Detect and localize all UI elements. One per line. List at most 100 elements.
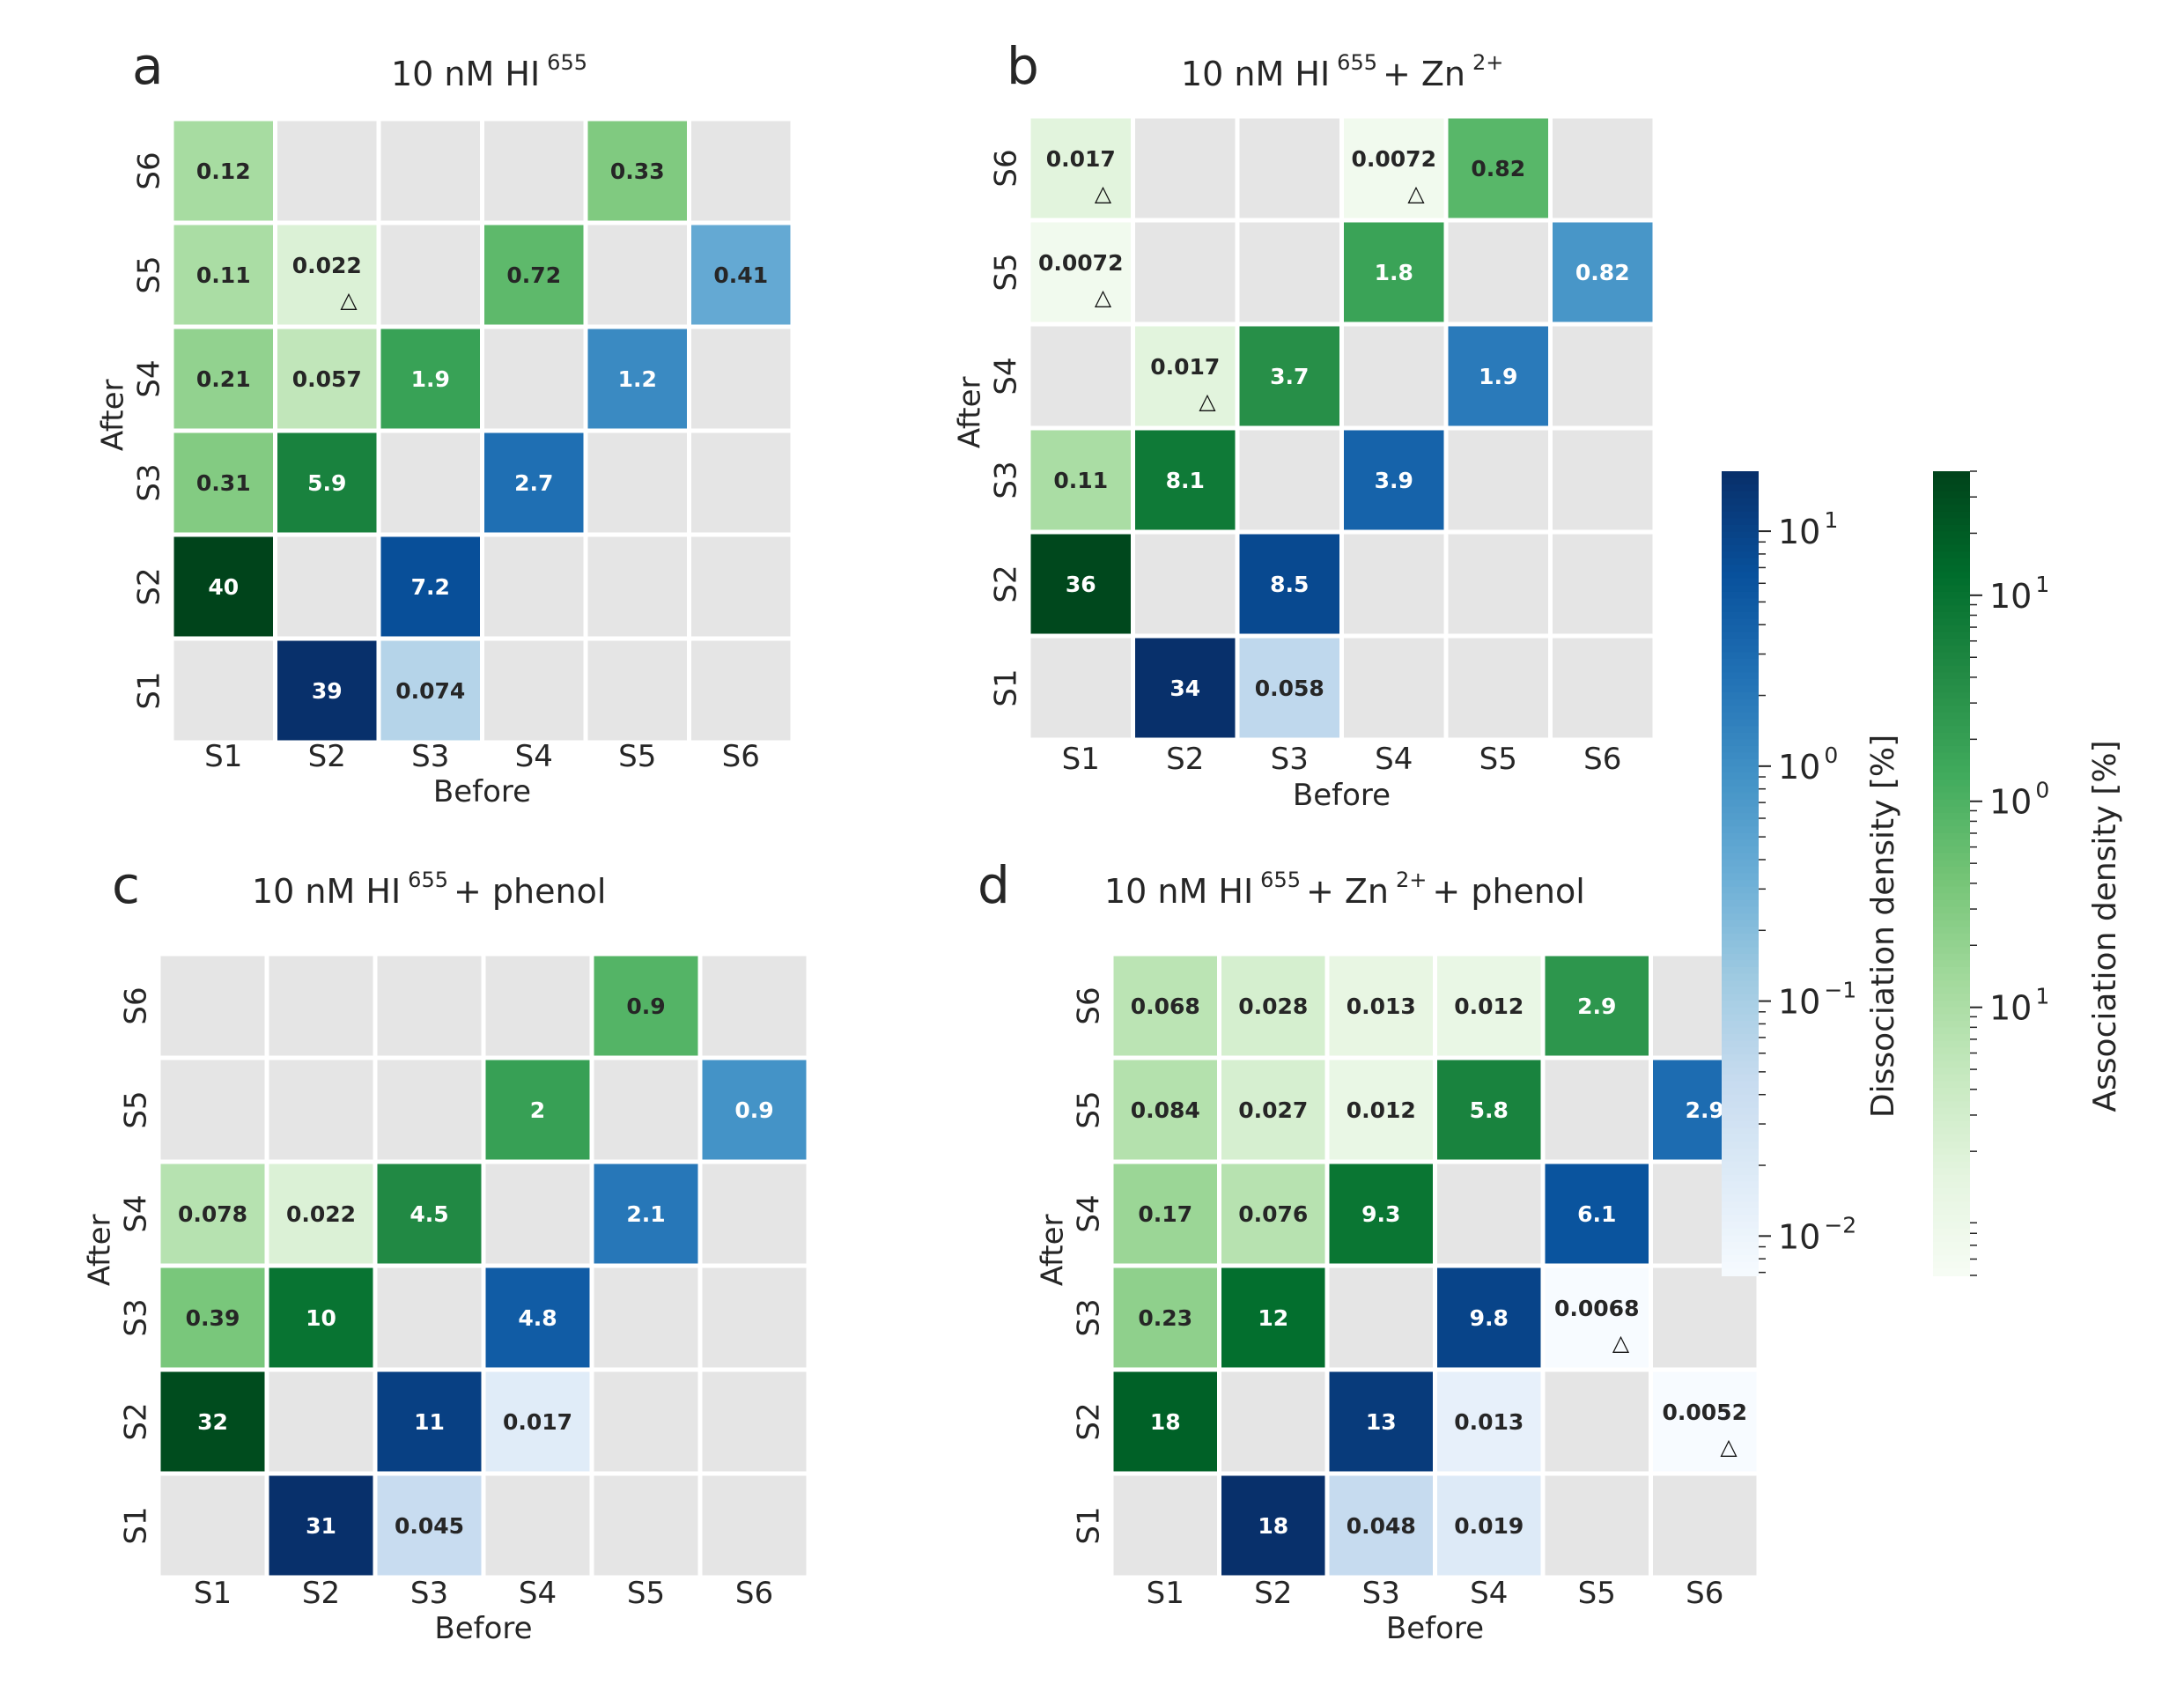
cell-value-label: 8.1 bbox=[1166, 468, 1205, 493]
y-axis-label: After bbox=[1036, 1214, 1071, 1286]
heatmap-cell bbox=[702, 956, 807, 1056]
colorbar-segment bbox=[1933, 645, 1970, 654]
colorbar-segment bbox=[1722, 826, 1759, 834]
heatmap-cell bbox=[269, 1164, 373, 1264]
heatmap-cell bbox=[277, 640, 377, 741]
colorbar-segment bbox=[1722, 1255, 1759, 1263]
colorbar-segment bbox=[1722, 1094, 1759, 1103]
cell-value-label: 2.9 bbox=[1686, 1097, 1724, 1123]
colorbar-segment bbox=[1933, 899, 1970, 908]
x-tick-label: S3 bbox=[411, 739, 449, 774]
heatmap-cell bbox=[1221, 1267, 1325, 1368]
colorbar-segment bbox=[1933, 873, 1970, 882]
colorbar-segment bbox=[1722, 524, 1759, 533]
colorbar-segment bbox=[1722, 940, 1759, 949]
colorbar-segment bbox=[1722, 1222, 1759, 1230]
cell-value-label: 0.9 bbox=[626, 994, 665, 1019]
cell-value-label: 34 bbox=[1169, 676, 1200, 701]
colorbar-segment bbox=[1933, 953, 1970, 962]
colorbar-segment bbox=[1722, 505, 1759, 513]
cell-value-label: 0.076 bbox=[1238, 1201, 1308, 1227]
cell-value-label: 0.058 bbox=[1255, 676, 1324, 701]
colorbar-segment bbox=[1722, 1114, 1759, 1123]
heatmap-cell bbox=[1329, 1371, 1433, 1472]
heatmap-panel-a: 0.12 0.33 0.11 0.022 △ 0.72 0.41 0.21 0.057 1.9 1.… bbox=[96, 36, 791, 809]
x-axis-label: Before bbox=[434, 1611, 532, 1646]
colorbar-segment bbox=[1722, 1068, 1759, 1075]
heatmap-cell bbox=[594, 1164, 698, 1264]
x-axis-label: Before bbox=[1386, 1611, 1484, 1646]
colorbar-segment bbox=[1933, 1121, 1970, 1129]
x-tick-label: S2 bbox=[308, 739, 346, 774]
colorbar-segment bbox=[1933, 585, 1970, 593]
colorbar-segment bbox=[1722, 967, 1759, 975]
colorbar-segment bbox=[1722, 953, 1759, 962]
cell-value-label: 8.5 bbox=[1270, 572, 1309, 597]
colorbar-segment bbox=[1722, 511, 1759, 520]
colorbar-segment bbox=[1933, 1101, 1970, 1109]
cell-value-label: 0.019 bbox=[1454, 1513, 1524, 1539]
heatmap-cell bbox=[1239, 222, 1339, 322]
heatmap-cell bbox=[160, 956, 265, 1056]
heatmap-cell bbox=[1329, 1267, 1433, 1368]
colorbar-segment bbox=[1933, 572, 1970, 580]
cell-value-label: 40 bbox=[208, 574, 239, 600]
heatmap-cell bbox=[1437, 1475, 1541, 1576]
colorbar-segment bbox=[1933, 819, 1970, 828]
colorbar-segment bbox=[1933, 1241, 1970, 1250]
cell-value-label: 5.8 bbox=[1470, 1097, 1509, 1123]
heatmap-cell bbox=[377, 956, 482, 1056]
colorbar-segment bbox=[1722, 685, 1759, 694]
colorbar-segment bbox=[1933, 1060, 1970, 1069]
low-count-marker: △ bbox=[1612, 1330, 1630, 1356]
colorbar-segment bbox=[1722, 558, 1759, 566]
colorbar-segment bbox=[1933, 920, 1970, 928]
y-tick-label: S1 bbox=[1072, 1506, 1107, 1544]
colorbar-segment bbox=[1722, 1053, 1759, 1062]
colorbar-segment bbox=[1722, 639, 1759, 647]
colorbar-segment bbox=[1722, 1074, 1759, 1082]
colorbar-segment bbox=[1933, 639, 1970, 647]
colorbar-segment bbox=[1933, 1268, 1970, 1276]
heatmap-cell bbox=[1030, 222, 1131, 322]
colorbar-segment bbox=[1722, 1087, 1759, 1096]
colorbar-segment bbox=[1933, 491, 1970, 499]
colorbar-segment bbox=[1933, 1174, 1970, 1183]
heatmap-cell bbox=[485, 1267, 590, 1368]
colorbar-segment bbox=[1933, 1040, 1970, 1049]
colorbar-segment bbox=[1722, 1148, 1759, 1156]
cell-value-label: 36 bbox=[1066, 572, 1096, 597]
colorbar-segment bbox=[1722, 779, 1759, 787]
heatmap-cell bbox=[691, 329, 791, 429]
colorbar-segment bbox=[1722, 591, 1759, 600]
colorbar-segment bbox=[1933, 1215, 1970, 1223]
cell-value-label: 0.012 bbox=[1347, 1097, 1416, 1123]
colorbar-segment bbox=[1933, 511, 1970, 520]
y-tick-label: S5 bbox=[132, 255, 167, 293]
colorbar-segment bbox=[1722, 1268, 1759, 1276]
x-tick-label: S4 bbox=[519, 1576, 557, 1611]
heatmap-cell bbox=[277, 329, 377, 429]
colorbar-segment bbox=[1722, 678, 1759, 687]
colorbar-segment bbox=[1933, 1141, 1970, 1149]
heatmap-cell bbox=[1545, 1475, 1649, 1576]
colorbar-segment bbox=[1722, 1107, 1759, 1116]
y-tick-label: S6 bbox=[989, 149, 1024, 187]
panel-title: 10 nM HI 655 + Zn 2+ + phenol bbox=[1104, 868, 1585, 911]
heatmap-cell bbox=[691, 536, 791, 637]
x-axis-label: Before bbox=[433, 774, 531, 809]
y-tick-label: S3 bbox=[132, 463, 167, 501]
cell-value-label: 13 bbox=[1366, 1409, 1397, 1435]
heatmap-cell bbox=[485, 1371, 590, 1472]
cell-value-label: 0.068 bbox=[1131, 994, 1200, 1019]
cell-value-label: 0.0072 bbox=[1352, 146, 1436, 172]
cell-value-label: 0.012 bbox=[1454, 994, 1524, 1019]
heatmap-cell bbox=[484, 536, 584, 637]
cell-value-label: 4.5 bbox=[410, 1201, 448, 1227]
colorbar-segment bbox=[1933, 498, 1970, 506]
heatmap-cell bbox=[1553, 638, 1653, 738]
heatmap-cell bbox=[380, 640, 480, 741]
cell-value-label: 0.084 bbox=[1131, 1097, 1200, 1123]
heatmap-cell bbox=[1344, 118, 1444, 218]
